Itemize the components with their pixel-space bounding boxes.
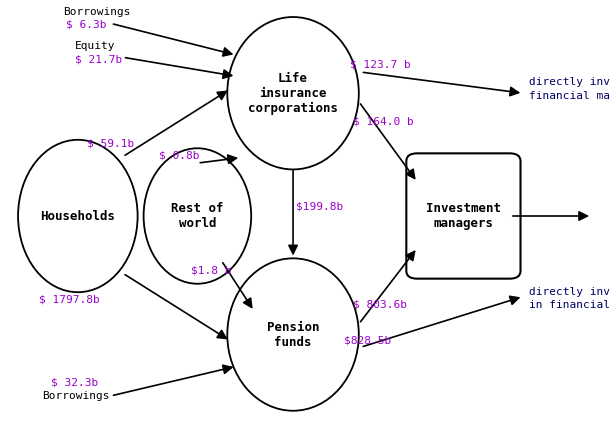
Text: Borrowings: Borrowings	[42, 391, 109, 401]
Text: directly invested
in financial markets: directly invested in financial markets	[529, 287, 610, 310]
Text: $ 32.3b: $ 32.3b	[51, 377, 98, 388]
Text: $ 164.0 b: $ 164.0 b	[353, 117, 414, 127]
Text: Households: Households	[40, 210, 115, 222]
Text: $ 6.3b: $ 6.3b	[66, 19, 106, 30]
Text: Life
insurance
corporations: Life insurance corporations	[248, 72, 338, 115]
Text: directly invested in
financial markets: directly invested in financial markets	[529, 77, 610, 101]
Text: $ 59.1b: $ 59.1b	[87, 138, 134, 148]
Text: Rest of
world: Rest of world	[171, 202, 224, 230]
Text: Equity: Equity	[75, 41, 115, 51]
Text: $ 1797.8b: $ 1797.8b	[39, 295, 99, 305]
Text: $ 0.8b: $ 0.8b	[159, 151, 199, 161]
Text: Pension
funds: Pension funds	[267, 321, 319, 349]
Text: $828.5b: $828.5b	[344, 335, 391, 345]
Text: $ 21.7b: $ 21.7b	[75, 54, 122, 64]
Text: $ 123.7 b: $ 123.7 b	[350, 60, 411, 70]
Text: Borrowings: Borrowings	[63, 7, 131, 17]
Text: $1.8 b: $1.8 b	[192, 265, 232, 275]
Text: $ 803.6b: $ 803.6b	[353, 299, 407, 309]
Text: $199.8b: $199.8b	[296, 202, 343, 212]
Text: Investment
managers: Investment managers	[426, 202, 501, 230]
